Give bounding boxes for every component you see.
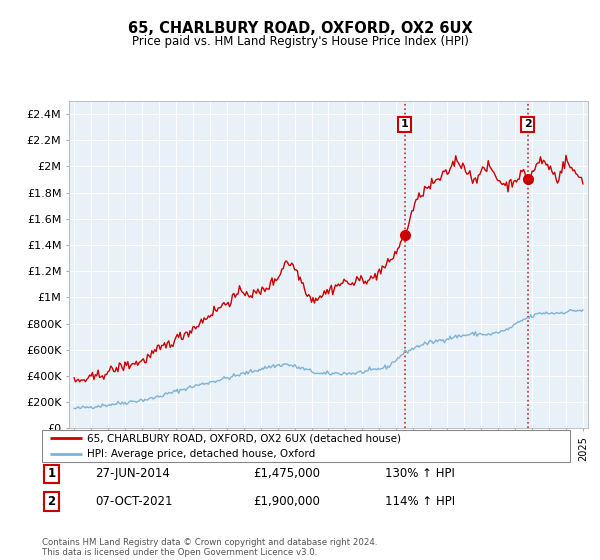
Text: 1: 1 [47, 468, 56, 480]
Text: HPI: Average price, detached house, Oxford: HPI: Average price, detached house, Oxfo… [87, 449, 315, 459]
Text: 65, CHARLBURY ROAD, OXFORD, OX2 6UX (detached house): 65, CHARLBURY ROAD, OXFORD, OX2 6UX (det… [87, 433, 401, 444]
Text: 65, CHARLBURY ROAD, OXFORD, OX2 6UX: 65, CHARLBURY ROAD, OXFORD, OX2 6UX [128, 21, 472, 36]
Text: Contains HM Land Registry data © Crown copyright and database right 2024.
This d: Contains HM Land Registry data © Crown c… [42, 538, 377, 557]
FancyBboxPatch shape [42, 430, 570, 462]
Text: 07-OCT-2021: 07-OCT-2021 [95, 495, 172, 508]
Text: 114% ↑ HPI: 114% ↑ HPI [385, 495, 455, 508]
Text: 1: 1 [401, 119, 409, 129]
Text: 130% ↑ HPI: 130% ↑ HPI [385, 468, 455, 480]
Text: 27-JUN-2014: 27-JUN-2014 [95, 468, 170, 480]
Text: £1,900,000: £1,900,000 [253, 495, 320, 508]
Text: £1,475,000: £1,475,000 [253, 468, 320, 480]
Text: 2: 2 [524, 119, 532, 129]
Text: Price paid vs. HM Land Registry's House Price Index (HPI): Price paid vs. HM Land Registry's House … [131, 35, 469, 48]
Text: 2: 2 [47, 495, 56, 508]
